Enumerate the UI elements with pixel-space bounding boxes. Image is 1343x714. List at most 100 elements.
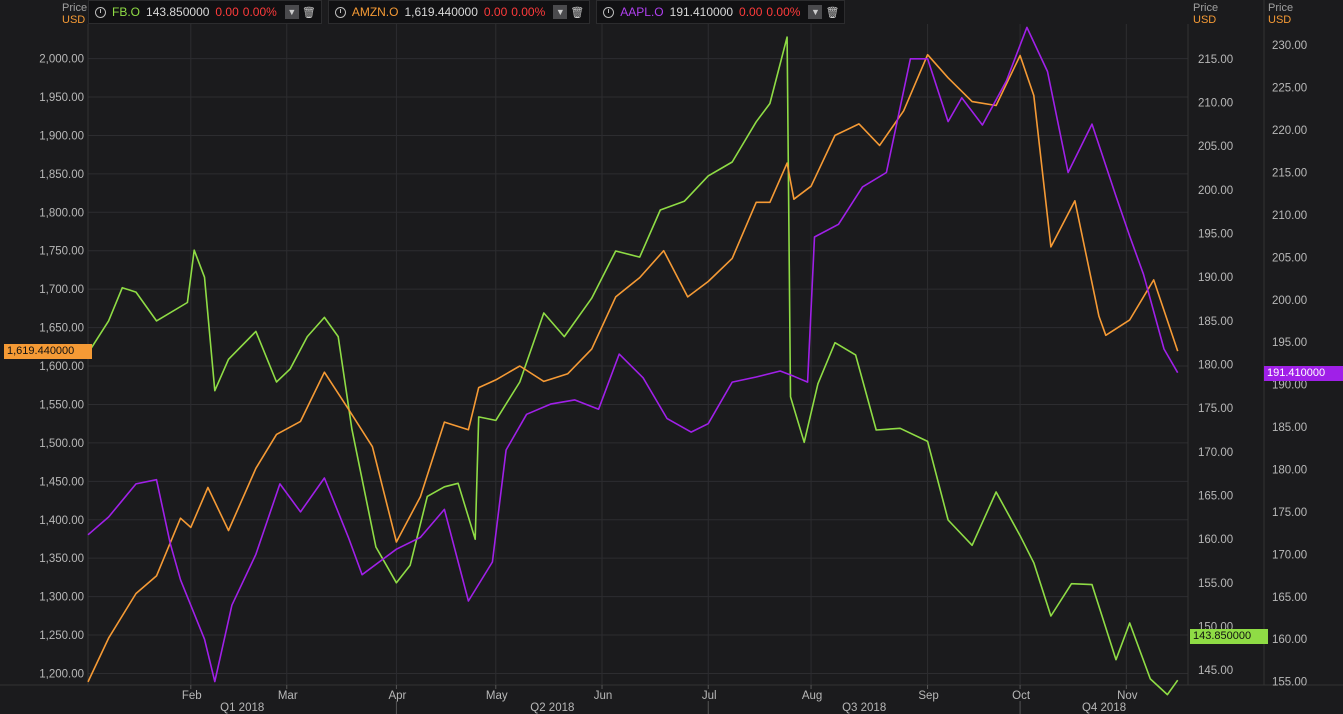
right-axis-aapl-price-label: Price (1268, 2, 1294, 14)
trash-icon[interactable]: 🗑 (301, 6, 316, 19)
legend-value: 143.850000 (146, 5, 210, 19)
y-tick-label: 190.00 (1198, 272, 1233, 284)
y-tick-label: 185.00 (1198, 316, 1233, 328)
y-tick-label: 1,900.00 (39, 130, 84, 142)
legend-bar: FB.O 143.850000 0.00 0.00% ▼ 🗑 AMZN.O 1,… (88, 0, 846, 24)
y-tick-label: 175.00 (1272, 507, 1307, 519)
x-axis: Feb Mar Apr May Jun Jul Aug Sep Oct Nov Q1 2018 Q2 … (182, 685, 1138, 714)
legend-value: 191.410000 (669, 5, 734, 19)
right-axis-aapl-ticks: 155.00 160.00 165.00 170.00 175.00 180.00 185.… (1272, 40, 1307, 688)
x-tick-label: Feb (182, 690, 202, 702)
series-line-fb-o (87, 36, 1179, 696)
y-tick-label: 215.00 (1272, 167, 1307, 179)
x-tick-label: Nov (1117, 690, 1138, 702)
clock-icon (95, 6, 106, 18)
y-tick-label: 1,700.00 (39, 284, 84, 296)
quarter-label: Q2 2018 (530, 702, 574, 714)
x-tick-label: Jun (594, 690, 613, 702)
y-tick-label: 1,550.00 (39, 399, 84, 411)
y-tick-label: 160.00 (1272, 634, 1307, 646)
x-tick-label: May (486, 690, 508, 702)
chevron-down-icon[interactable]: ▼ (808, 5, 823, 19)
quarter-label: Q3 2018 (842, 702, 886, 714)
y-tick-label: 195.00 (1272, 337, 1307, 349)
y-tick-label: 165.00 (1198, 491, 1233, 503)
y-tick-label: 175.00 (1198, 403, 1233, 415)
legend-change-pct: 0.00% (766, 5, 801, 19)
y-tick-label: 1,650.00 (39, 323, 84, 335)
y-tick-label: 1,750.00 (39, 246, 84, 258)
left-axis-price-label: Price (62, 2, 88, 14)
right-axis-fb-price-label: Price (1193, 2, 1219, 14)
legend-item-fb[interactable]: FB.O 143.850000 0.00 0.00% ▼ 🗑 (88, 0, 322, 24)
y-tick-label: 1,850.00 (39, 169, 84, 181)
left-axis-currency: USD (62, 14, 86, 26)
y-tick-label: 155.00 (1272, 677, 1307, 689)
x-tick-label: Mar (278, 690, 298, 702)
chevron-down-icon[interactable]: ▼ (553, 5, 568, 19)
y-tick-label: 160.00 (1198, 534, 1233, 546)
y-tick-label: 215.00 (1198, 54, 1233, 66)
series-line-amzn-o (87, 53, 1179, 683)
y-tick-label: 205.00 (1272, 252, 1307, 264)
clock-icon (603, 6, 615, 18)
y-tick-label: 170.00 (1272, 549, 1307, 561)
aapl-last-price-tag: 191.410000 (1264, 366, 1343, 381)
legend-symbol: AAPL.O (620, 5, 664, 19)
legend-item-amzn[interactable]: AMZN.O 1,619.440000 0.00 0.00% ▼ 🗑 (327, 0, 591, 24)
y-tick-label: 230.00 (1272, 40, 1307, 52)
y-tick-label: 1,400.00 (39, 515, 84, 527)
y-tick-label: 145.00 (1198, 665, 1233, 677)
y-tick-label: 2,000.00 (39, 54, 84, 66)
legend-symbol: FB.O (112, 5, 141, 19)
right-axis-fb-header: Price USD (1193, 2, 1218, 26)
y-tick-label: 1,500.00 (39, 438, 84, 450)
trash-icon[interactable]: 🗑 (825, 6, 840, 19)
x-tick-label: Aug (802, 690, 822, 702)
y-tick-label: 200.00 (1198, 185, 1233, 197)
y-tick-label: 1,950.00 (39, 92, 84, 104)
x-tick-label: Sep (918, 690, 938, 702)
right-axis-aapl-header: Price USD (1268, 2, 1293, 26)
y-tick-label: 225.00 (1272, 83, 1307, 95)
x-tick-label: Jul (702, 690, 717, 702)
y-tick-label: 1,200.00 (39, 668, 84, 680)
x-tick-label: Apr (388, 690, 406, 702)
y-tick-label: 220.00 (1272, 125, 1307, 137)
fb-last-price-tag: 143.850000 (1190, 629, 1268, 644)
right-axis-aapl-currency: USD (1268, 14, 1292, 26)
gridlines (0, 0, 1343, 686)
legend-change-pct: 0.00% (511, 5, 546, 19)
y-tick-label: 190.00 (1272, 380, 1307, 392)
y-tick-label: 195.00 (1198, 229, 1233, 241)
y-tick-label: 1,250.00 (39, 630, 84, 642)
right-axis-fb-ticks: 145.00150.00155.00160.00165.00170.00175.… (1198, 54, 1233, 677)
y-tick-label: 1,350.00 (39, 553, 84, 565)
y-tick-label: 210.00 (1272, 210, 1307, 222)
y-tick-label: 205.00 (1198, 141, 1233, 153)
y-tick-label: 1,600.00 (39, 361, 84, 373)
y-tick-label: 180.00 (1198, 360, 1233, 372)
legend-change: 0.00 (739, 5, 763, 19)
series-lines (87, 26, 1179, 696)
trash-icon[interactable]: 🗑 (570, 6, 585, 19)
chevron-down-icon[interactable]: ▼ (284, 5, 299, 19)
legend-value: 1,619.440000 (404, 5, 478, 19)
legend-item-aapl[interactable]: AAPL.O 191.410000 0.00 0.00% ▼ 🗑 (596, 0, 846, 24)
clock-icon (334, 6, 346, 18)
y-tick-label: 170.00 (1198, 447, 1233, 459)
x-tick-label: Oct (1012, 690, 1031, 702)
y-tick-label: 210.00 (1198, 98, 1233, 110)
y-tick-label: 1,450.00 (39, 476, 84, 488)
legend-change-pct: 0.00% (242, 5, 277, 19)
right-axis-fb-currency: USD (1193, 14, 1217, 26)
y-tick-label: 165.00 (1272, 592, 1307, 604)
legend-change: 0.00 (215, 5, 239, 19)
legend-symbol: AMZN.O (351, 5, 399, 19)
y-tick-label: 155.00 (1198, 578, 1233, 590)
left-axis-header: Price USD (62, 2, 87, 26)
series-line-aapl-o (87, 26, 1179, 683)
legend-change: 0.00 (483, 5, 508, 19)
